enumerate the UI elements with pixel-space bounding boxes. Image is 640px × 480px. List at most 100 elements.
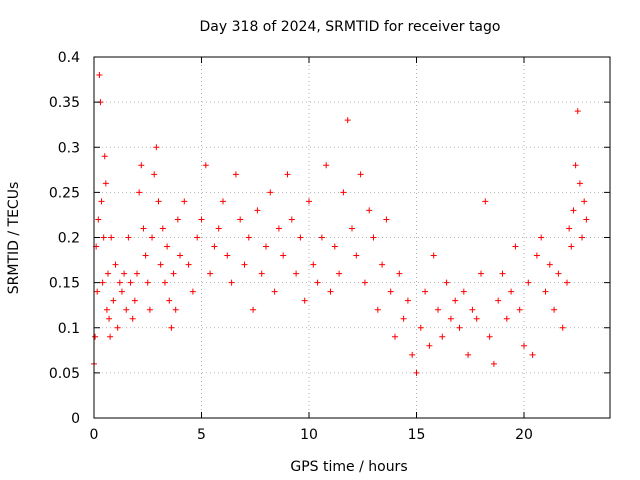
- data-point: [456, 324, 463, 331]
- data-point: [323, 162, 330, 169]
- data-point: [327, 288, 334, 295]
- data-point: [336, 270, 343, 277]
- data-point: [396, 270, 403, 277]
- data-point: [194, 234, 201, 241]
- data-point: [460, 288, 467, 295]
- data-point: [383, 216, 390, 223]
- data-point: [123, 306, 130, 313]
- data-point: [263, 243, 269, 250]
- data-point: [525, 279, 532, 286]
- data-point: [379, 261, 386, 268]
- data-point: [220, 198, 226, 205]
- data-point: [366, 207, 373, 214]
- data-point: [100, 234, 107, 241]
- data-point: [166, 297, 173, 304]
- data-point: [284, 171, 291, 178]
- y-tick-label: 0.25: [49, 185, 80, 201]
- data-point: [353, 252, 360, 259]
- data-point: [161, 279, 168, 286]
- data-point: [99, 279, 106, 286]
- data-point: [202, 162, 209, 169]
- data-point: [110, 297, 117, 304]
- data-point: [232, 171, 239, 178]
- data-point: [241, 261, 248, 268]
- data-point: [465, 351, 472, 358]
- data-point: [566, 225, 573, 232]
- data-point: [146, 306, 153, 313]
- data-point: [413, 369, 420, 376]
- x-tick-label: 10: [300, 427, 318, 443]
- data-point: [228, 279, 235, 286]
- data-point: [127, 279, 134, 286]
- y-tick-label: 0.05: [49, 366, 80, 382]
- data-point: [576, 180, 583, 187]
- data-point: [136, 189, 143, 196]
- y-tick-label: 0.1: [58, 321, 80, 337]
- data-point: [430, 252, 437, 259]
- data-point: [417, 324, 424, 331]
- data-point: [574, 108, 581, 115]
- data-point: [153, 144, 160, 151]
- data-point: [422, 288, 429, 295]
- data-point: [134, 270, 140, 277]
- data-point: [177, 252, 183, 259]
- x-tick-label: 5: [197, 427, 206, 443]
- y-tick-label: 0.2: [58, 231, 80, 247]
- data-point: [426, 342, 433, 349]
- data-point: [114, 324, 121, 331]
- data-point: [92, 333, 99, 340]
- data-point: [503, 315, 510, 322]
- grid-lines: [94, 57, 610, 418]
- data-point: [331, 243, 338, 250]
- data-point: [387, 288, 394, 295]
- y-axis-label: SRMTID / TECUs: [6, 182, 22, 295]
- data-point: [314, 279, 321, 286]
- data-point: [529, 351, 536, 358]
- data-point: [118, 288, 125, 295]
- data-point: [198, 216, 205, 223]
- data-point: [102, 180, 109, 187]
- data-point: [254, 207, 261, 214]
- data-point: [579, 234, 586, 241]
- data-point: [98, 198, 105, 205]
- data-point: [551, 306, 558, 313]
- x-tick-label: 20: [515, 427, 533, 443]
- data-point: [271, 288, 278, 295]
- data-point: [538, 234, 545, 241]
- x-tick-label: 15: [408, 427, 426, 443]
- data-point: [439, 333, 446, 340]
- data-point: [144, 279, 151, 286]
- data-point: [306, 198, 312, 205]
- data-point: [344, 117, 351, 124]
- data-point: [542, 288, 549, 295]
- data-point: [138, 162, 145, 169]
- x-axis-label: GPS time / hours: [290, 459, 407, 475]
- data-point: [508, 288, 515, 295]
- data-point: [181, 198, 188, 205]
- data-point: [392, 333, 398, 340]
- data-point: [258, 270, 265, 277]
- data-point: [106, 315, 113, 322]
- data-point: [447, 315, 454, 322]
- data-point: [189, 288, 196, 295]
- data-point: [164, 243, 171, 250]
- data-point: [224, 252, 231, 259]
- data-point: [157, 261, 164, 268]
- data-point: [318, 234, 325, 241]
- data-point: [546, 261, 553, 268]
- data-point: [104, 270, 111, 277]
- data-point: [94, 288, 101, 295]
- data-point: [185, 261, 192, 268]
- data-point: [95, 216, 102, 223]
- data-point: [280, 252, 287, 259]
- data-point: [215, 225, 222, 232]
- data-point: [293, 270, 300, 277]
- y-tick-label: 0: [71, 411, 80, 427]
- data-point: [96, 72, 103, 79]
- data-point: [237, 216, 244, 223]
- data-point: [533, 252, 540, 259]
- x-tick-label: 0: [90, 427, 99, 443]
- data-point: [482, 198, 489, 205]
- data-point: [521, 342, 527, 349]
